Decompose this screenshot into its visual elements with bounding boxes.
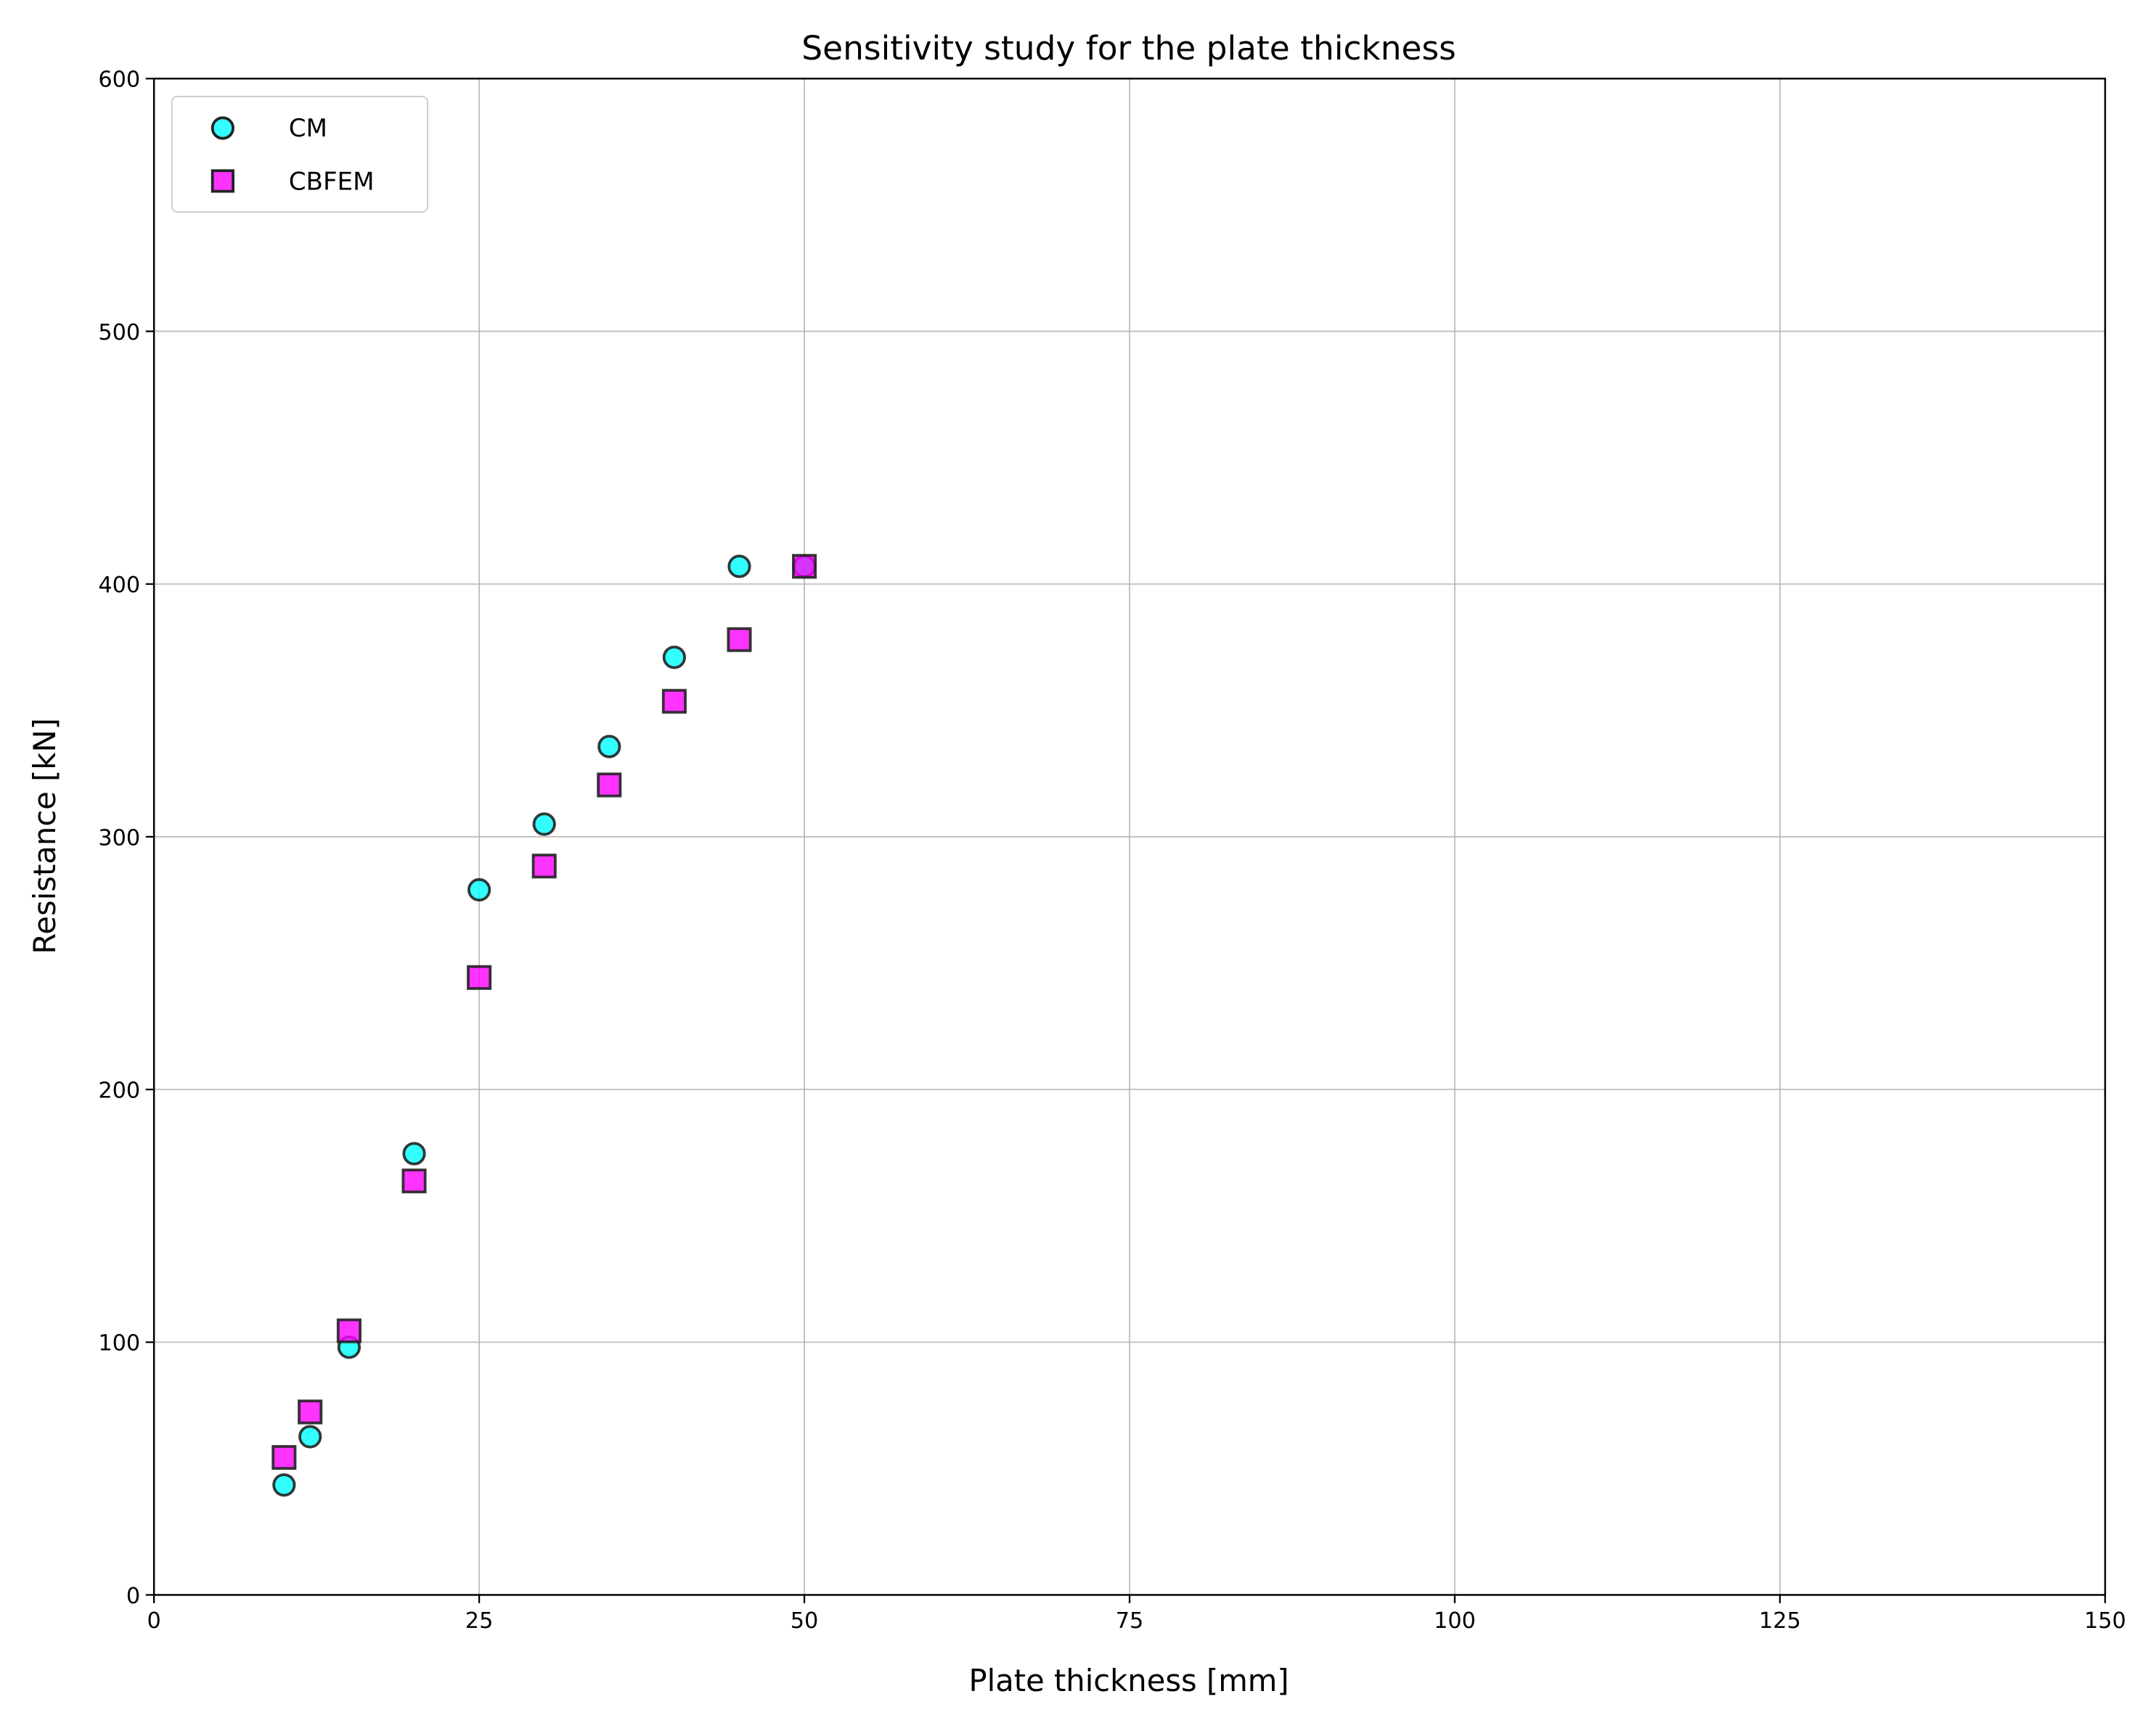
data-point-cbfem [298, 1399, 323, 1425]
y-axis-label: Resistance [kN] [27, 718, 62, 954]
x-tick-label: 0 [147, 1608, 161, 1634]
y-tick-label: 400 [98, 573, 140, 598]
data-point-cbfem [661, 689, 687, 714]
data-point-cm [662, 645, 686, 669]
y-tick-label: 500 [98, 320, 140, 345]
legend-box [171, 95, 429, 213]
y-tick-label: 0 [126, 1584, 140, 1609]
legend-label-cbfem: CBFEM [289, 168, 375, 197]
y-tick-label: 100 [98, 1331, 140, 1356]
data-point-cm [272, 1473, 296, 1497]
data-point-cbfem [401, 1169, 427, 1194]
data-point-cbfem [271, 1445, 297, 1470]
data-point-cbfem [597, 772, 622, 798]
y-tick-label: 200 [98, 1078, 140, 1103]
y-tick-label: 300 [98, 825, 140, 851]
data-point-cm [467, 877, 491, 902]
data-point-cbfem [792, 554, 817, 579]
data-point-cbfem [531, 854, 557, 879]
points [271, 554, 817, 1497]
ticks: 0 25 50 75 100 125 150 0 100 200 300 400 500 600 [98, 67, 2126, 1634]
legend-marker-cm [211, 116, 234, 140]
data-point-cbfem [727, 627, 752, 652]
legend-marker-cbfem [211, 169, 234, 193]
x-axis-label: Plate thickness [mm] [969, 1663, 1289, 1698]
chart-title: Sensitivity study for the plate thicknes… [801, 29, 1456, 67]
x-tick-label: 25 [465, 1608, 494, 1634]
data-point-cm [597, 734, 621, 758]
x-tick-label: 125 [1759, 1608, 1801, 1634]
data-point-cm [727, 554, 751, 578]
x-tick-label: 100 [1434, 1608, 1476, 1634]
y-tick-label: 600 [98, 67, 140, 93]
data-point-cm [532, 812, 556, 836]
data-point-cm [298, 1425, 322, 1449]
legend-label-cm: CM [289, 114, 327, 143]
x-tick-label: 75 [1116, 1608, 1144, 1634]
axes-frame [152, 78, 2107, 1596]
x-tick-label: 150 [2084, 1608, 2126, 1634]
data-point-cbfem [467, 965, 492, 990]
data-point-cbfem [336, 1318, 362, 1343]
legend: CM CBFEM [171, 95, 429, 213]
x-tick-label: 50 [791, 1608, 819, 1634]
data-point-cm [402, 1142, 426, 1166]
